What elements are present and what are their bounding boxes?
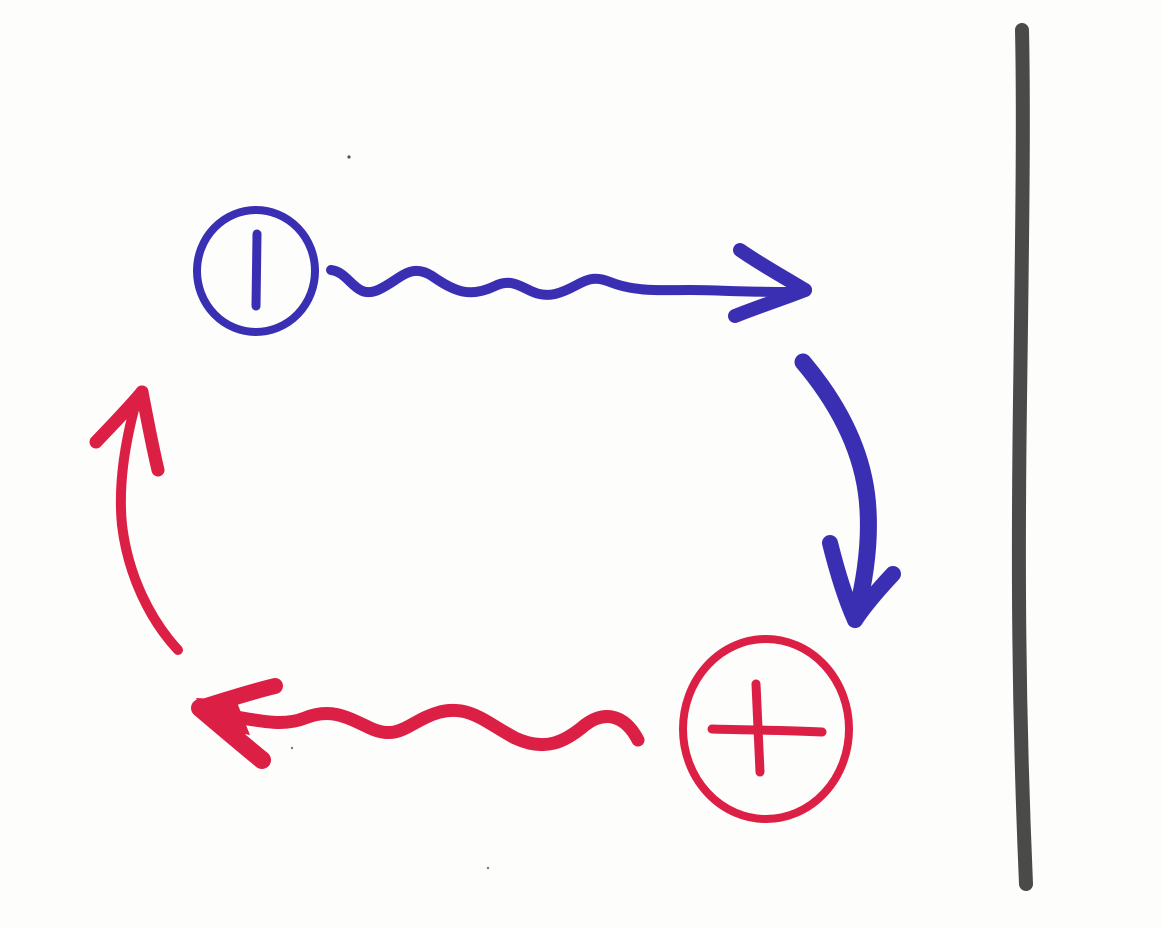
plus-charge-icon: [679, 635, 853, 823]
curved-arrow-up-icon: [89, 385, 183, 655]
curved-arrow-down-icon: [794, 353, 901, 628]
vertical-wall-line: [1011, 23, 1033, 891]
minus-charge-icon: [193, 206, 319, 336]
wavy-arrow-right-icon: [326, 243, 812, 323]
wavy-arrow-left-icon: [191, 678, 645, 769]
paper-speckles: [290, 155, 490, 870]
